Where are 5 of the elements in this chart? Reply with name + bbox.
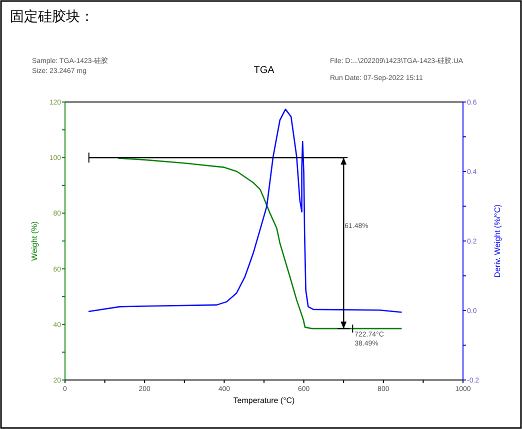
y2-axis-title: Deriv. Weight (%/°C) — [493, 204, 502, 278]
x-axis-title: Temperature (°C) — [233, 396, 296, 405]
chart-title: 固定硅胶块： — [10, 8, 94, 24]
chart-subtitle: TGA — [254, 65, 275, 76]
y-axis-title: Weight (%) — [30, 220, 39, 261]
